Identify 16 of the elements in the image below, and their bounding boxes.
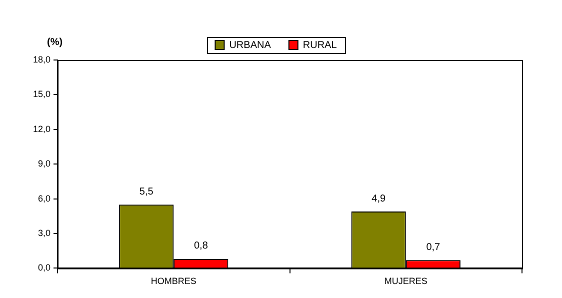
data-label: 4,9 <box>372 193 386 204</box>
data-label: 5,5 <box>139 186 154 198</box>
y-tick-label: 18,0 <box>32 54 51 64</box>
x-tick-label: HOMBRES <box>150 276 196 286</box>
y-axis-title: (%) <box>47 36 63 48</box>
legend-label: URBANA <box>229 40 272 51</box>
y-tick-label: 12,0 <box>32 124 51 134</box>
data-label: 0,7 <box>426 242 441 253</box>
y-tick-label: 15,0 <box>32 89 51 100</box>
legend-label: RURAL <box>302 40 338 51</box>
y-tick-label: 9,0 <box>38 158 51 169</box>
data-label: 0,8 <box>194 240 208 252</box>
y-tick-label: 3,0 <box>38 228 51 238</box>
y-tick-label: 0,0 <box>38 262 51 273</box>
x-tick-label: MUJERES <box>384 276 428 286</box>
y-tick-label: 6,0 <box>38 193 51 204</box>
